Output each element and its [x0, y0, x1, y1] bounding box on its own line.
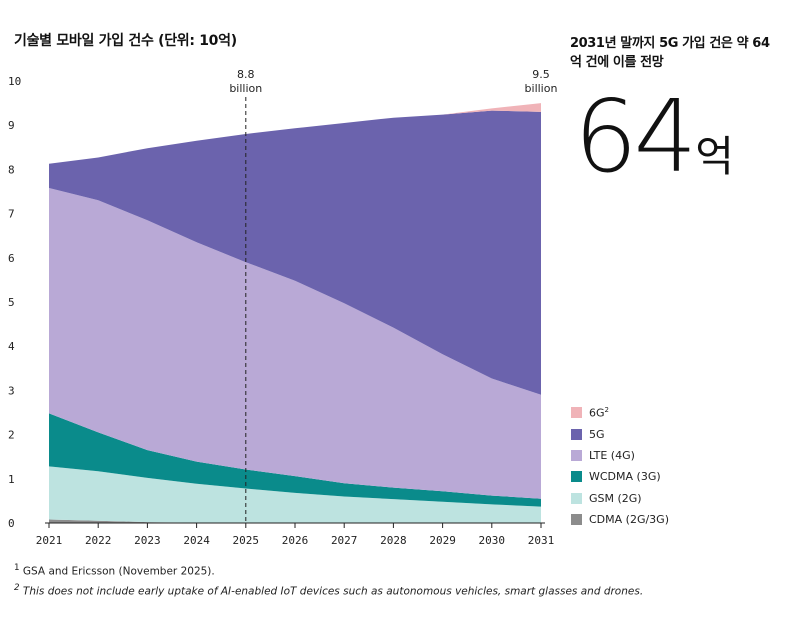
legend-item-6g: 6G2 [571, 402, 669, 423]
x-tick-label: 2029 [429, 534, 456, 547]
footnote-1-text: GSA and Ericsson (November 2025). [22, 565, 215, 578]
legend-label: GSM (2G) [589, 491, 642, 505]
y-tick-label: 10 [8, 75, 21, 88]
area-lte [49, 188, 541, 499]
legend-label-sup: 2 [604, 405, 609, 414]
legend-label: WCDMA (3G) [589, 470, 661, 484]
x-tick-label: 2025 [233, 534, 260, 547]
x-tick-label: 2026 [282, 534, 309, 547]
annotation-value: 9.5 [532, 68, 550, 81]
x-tick-label: 2030 [479, 534, 506, 547]
legend-label: CDMA (2G/3G) [589, 513, 669, 527]
x-tick-label: 2024 [183, 534, 210, 547]
legend-swatch [571, 492, 582, 504]
legend-item-cdma: CDMA (2G/3G) [571, 509, 669, 530]
legend-item-wcdma: WCDMA (3G) [571, 466, 669, 487]
legend-swatch [571, 407, 582, 419]
footnote-2-marker: 2 [14, 582, 20, 593]
footnote-2-text: This does not include early uptake of AI… [22, 585, 644, 597]
x-tick-label: 2023 [134, 534, 161, 547]
y-tick-label: 4 [8, 340, 15, 353]
legend-swatch [571, 514, 582, 526]
legend-item-5g: 5G [571, 423, 669, 444]
y-tick-label: 1 [8, 473, 15, 486]
x-tick-label: 2022 [85, 534, 112, 547]
footnotes: 1 GSA and Ericsson (November 2025). 2 Th… [14, 560, 643, 599]
big-number-value: 64 [574, 78, 697, 195]
legend-label: 6G2 [589, 405, 609, 420]
x-tick-label: 2021 [36, 534, 63, 547]
y-tick-label: 2 [8, 429, 15, 442]
big-number-unit: 억 [695, 132, 734, 181]
y-tick-label: 7 [8, 208, 15, 221]
legend-label: 5G [589, 427, 605, 441]
annotation-value: 8.8 [237, 68, 255, 81]
area-gsm [49, 466, 541, 523]
y-tick-label: 9 [8, 119, 15, 132]
y-tick-label: 0 [8, 517, 15, 530]
annotation-unit: billion [525, 82, 558, 95]
footnote-2: 2 This does not include early uptake of … [14, 580, 643, 600]
legend-swatch [571, 449, 582, 461]
y-tick-label: 3 [8, 384, 15, 397]
legend-item-lte: LTE (4G) [571, 445, 669, 466]
legend-item-gsm: GSM (2G) [571, 488, 669, 509]
y-tick-label: 6 [8, 252, 15, 265]
headline-text: 2031년 말까지 5G 가입 건은 약 64억 건에 이를 전망 [570, 36, 770, 70]
area-6g [49, 103, 541, 164]
legend: 6G2 5G LTE (4G) WCDMA (3G) GSM (2G) CDMA (2G/… [571, 402, 669, 530]
annotation-unit: billion [229, 82, 262, 95]
y-tick-label: 8 [8, 163, 15, 176]
legend-label: LTE (4G) [589, 448, 635, 462]
x-tick-label: 2031 [528, 534, 555, 547]
legend-swatch [571, 471, 582, 483]
chart-title: 기술별 모바일 가입 건수 (단위: 10억) [14, 33, 237, 49]
y-tick-label: 5 [8, 296, 15, 309]
footnote-1-marker: 1 [14, 563, 20, 573]
footnote-1: 1 GSA and Ericsson (November 2025). [14, 560, 643, 580]
area-5g [49, 110, 541, 395]
x-tick-label: 2028 [380, 534, 407, 547]
area-wcdma [49, 413, 541, 507]
legend-swatch [571, 428, 582, 440]
big-number: 64억 [574, 78, 734, 195]
x-tick-label: 2027 [331, 534, 358, 547]
